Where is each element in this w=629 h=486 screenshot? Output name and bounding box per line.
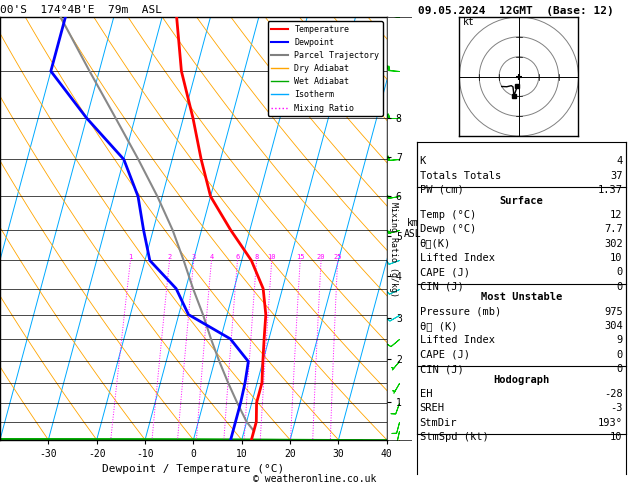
Text: 10: 10 xyxy=(610,432,623,442)
Text: 4: 4 xyxy=(616,156,623,166)
Text: 302: 302 xyxy=(604,239,623,249)
Text: 12: 12 xyxy=(610,210,623,220)
Text: -37°00'S  174°4B'E  79m  ASL: -37°00'S 174°4B'E 79m ASL xyxy=(0,5,162,15)
Text: Lifted Index: Lifted Index xyxy=(420,335,494,346)
Text: -3: -3 xyxy=(610,403,623,414)
Text: CIN (J): CIN (J) xyxy=(420,364,464,374)
Text: StmSpd (kt): StmSpd (kt) xyxy=(420,432,488,442)
Text: 3: 3 xyxy=(192,255,196,260)
Text: PW (cm): PW (cm) xyxy=(420,185,464,195)
Text: CAPE (J): CAPE (J) xyxy=(420,349,469,360)
Text: 2: 2 xyxy=(167,255,172,260)
Text: Dewp (°C): Dewp (°C) xyxy=(420,224,476,234)
Text: kt: kt xyxy=(464,17,475,27)
Text: SREH: SREH xyxy=(420,403,445,414)
Text: 1: 1 xyxy=(128,255,133,260)
Text: Lifted Index: Lifted Index xyxy=(420,253,494,263)
Y-axis label: km
ASL: km ASL xyxy=(404,218,421,239)
Text: Totals Totals: Totals Totals xyxy=(420,171,501,181)
Text: 10: 10 xyxy=(267,255,276,260)
Text: 15: 15 xyxy=(296,255,304,260)
Text: 0: 0 xyxy=(616,267,623,278)
Text: θᴄ(K): θᴄ(K) xyxy=(420,239,451,249)
X-axis label: Dewpoint / Temperature (°C): Dewpoint / Temperature (°C) xyxy=(103,465,284,474)
Text: 10: 10 xyxy=(610,253,623,263)
Text: Most Unstable: Most Unstable xyxy=(481,292,562,302)
Text: 9: 9 xyxy=(616,335,623,346)
Text: 0: 0 xyxy=(616,281,623,292)
Text: Surface: Surface xyxy=(499,195,543,206)
Text: LCL: LCL xyxy=(387,418,403,427)
Text: 4: 4 xyxy=(209,255,214,260)
Text: 193°: 193° xyxy=(598,417,623,428)
Text: Mixing Ratio (g/kg): Mixing Ratio (g/kg) xyxy=(389,202,398,297)
Text: 20: 20 xyxy=(317,255,325,260)
Text: CIN (J): CIN (J) xyxy=(420,281,464,292)
Text: 0: 0 xyxy=(616,349,623,360)
Legend: Temperature, Dewpoint, Parcel Trajectory, Dry Adiabat, Wet Adiabat, Isotherm, Mi: Temperature, Dewpoint, Parcel Trajectory… xyxy=(268,21,382,116)
Text: 304: 304 xyxy=(604,321,623,331)
Text: Hodograph: Hodograph xyxy=(493,375,550,385)
Text: 37: 37 xyxy=(610,171,623,181)
Text: 975: 975 xyxy=(604,307,623,317)
Text: 09.05.2024  12GMT  (Base: 12): 09.05.2024 12GMT (Base: 12) xyxy=(418,6,614,16)
Text: -28: -28 xyxy=(604,389,623,399)
Text: 8: 8 xyxy=(254,255,259,260)
Text: 25: 25 xyxy=(333,255,342,260)
Text: 7.7: 7.7 xyxy=(604,224,623,234)
Text: 6: 6 xyxy=(235,255,240,260)
Text: CAPE (J): CAPE (J) xyxy=(420,267,469,278)
Text: K: K xyxy=(420,156,426,166)
Text: Temp (°C): Temp (°C) xyxy=(420,210,476,220)
Text: 0: 0 xyxy=(616,364,623,374)
Text: 1.37: 1.37 xyxy=(598,185,623,195)
Text: θᴄ (K): θᴄ (K) xyxy=(420,321,457,331)
Text: StmDir: StmDir xyxy=(420,417,457,428)
Text: EH: EH xyxy=(420,389,432,399)
Text: © weatheronline.co.uk: © weatheronline.co.uk xyxy=(253,473,376,484)
Text: Pressure (mb): Pressure (mb) xyxy=(420,307,501,317)
